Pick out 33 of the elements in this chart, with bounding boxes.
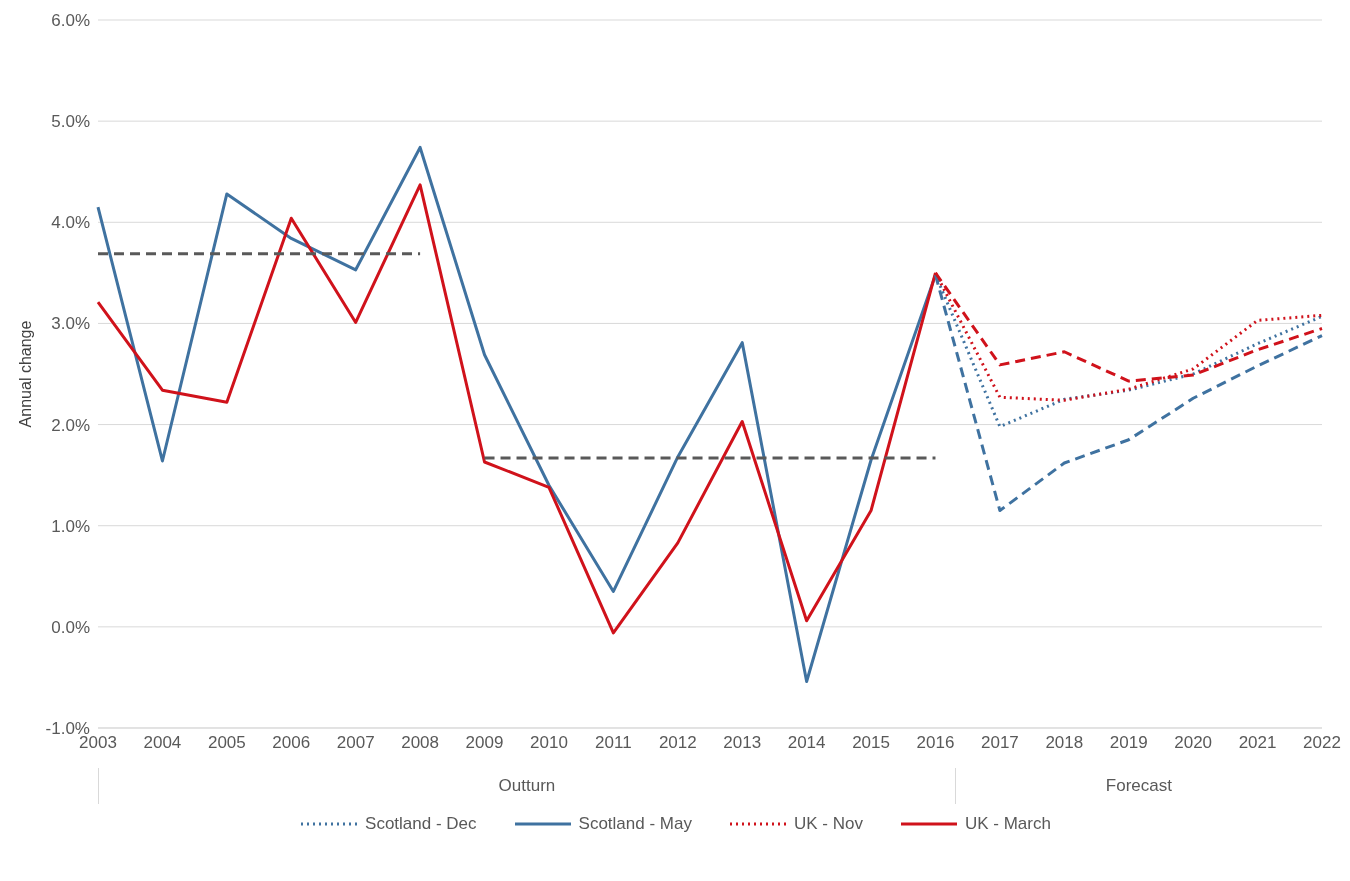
x-tick-label: 2019 [1109,733,1148,753]
x-tick-label: 2006 [272,733,311,753]
x-tick-label: 2013 [723,733,762,753]
x-tick-label: 2016 [916,733,955,753]
legend-label: Scotland - May [578,814,692,834]
x-tick-label: 2017 [980,733,1019,753]
legend-label: Scotland - Dec [365,814,477,834]
x-tick-label: 2009 [465,733,504,753]
y-tick-label: 1.0% [51,516,90,536]
x-tick-label: 2015 [852,733,890,753]
y-tick-label: 3.0% [51,314,90,334]
y-tick-label: 0.0% [51,617,90,637]
text: Forecast [954,768,1322,804]
legend-label: UK - Nov [793,814,863,834]
x-tick-label: 2010 [530,733,568,753]
y-tick-label: 6.0% [51,11,90,31]
x-tick-label: 2014 [787,733,826,753]
x-tick-label: 2022 [1303,733,1341,753]
x-tick-label: 2021 [1238,733,1277,753]
x-tick-label: 2004 [143,733,182,753]
y-axis-title: Annual change [16,320,34,428]
y-tick-label: 5.0% [51,112,90,132]
x-tick-label: 2011 [595,733,632,753]
x-tick-label: 2005 [207,733,246,753]
x-tick-label: 2008 [401,733,440,753]
y-tick-label: 2.0% [51,415,90,435]
x-tick-label: 2018 [1045,733,1084,753]
legend-label: UK - March [964,814,1051,834]
text: Outturn [98,768,955,804]
x-tick-label: 2020 [1174,733,1213,753]
y-tick-label: 4.0% [51,213,90,233]
x-tick-label: 2012 [658,733,697,753]
x-tick-label: 2007 [336,733,375,753]
